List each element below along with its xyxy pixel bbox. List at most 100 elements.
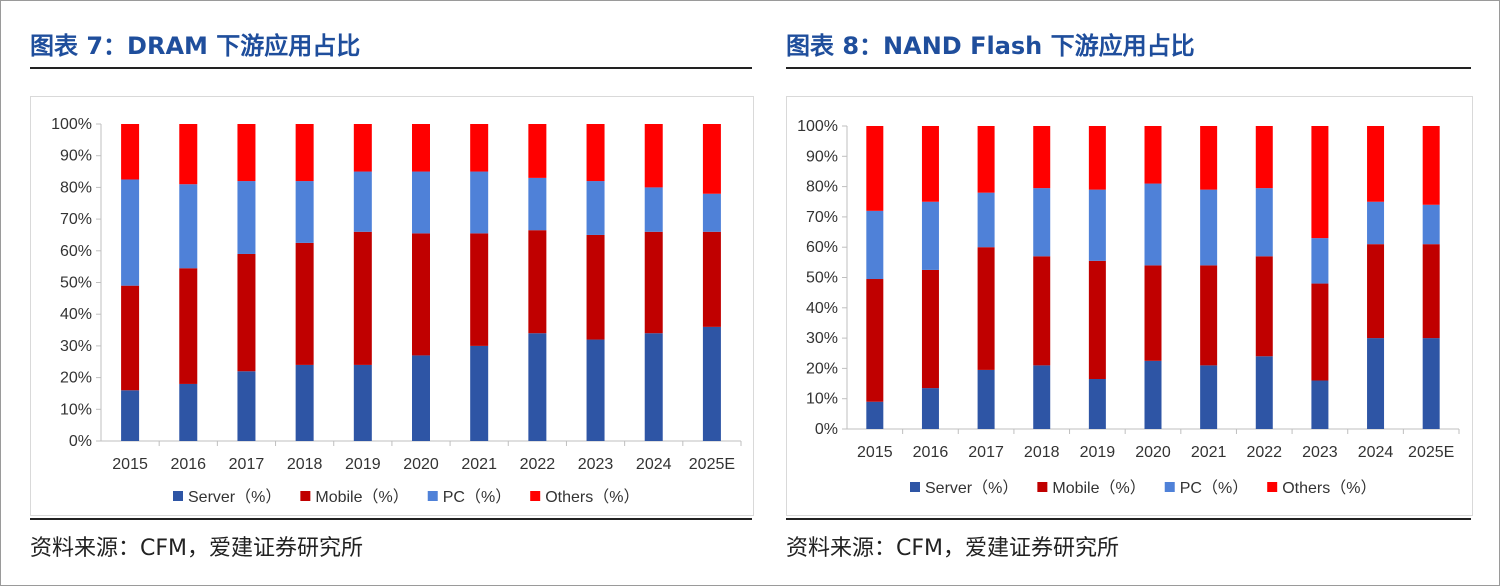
bar-others-2023 bbox=[586, 124, 605, 182]
bar-pc-2023 bbox=[586, 181, 605, 235]
title-rule bbox=[30, 67, 752, 69]
legend-swatch-server bbox=[910, 482, 920, 492]
bar-server-2017 bbox=[977, 369, 995, 429]
bar-pc-2019 bbox=[353, 171, 372, 232]
y-tick-label: 90% bbox=[60, 148, 92, 165]
y-tick-label: 30% bbox=[60, 338, 92, 355]
y-tick-label: 60% bbox=[806, 239, 838, 256]
bar-others-2021 bbox=[1200, 126, 1218, 190]
bar-server-2016 bbox=[179, 383, 198, 441]
y-tick-label: 80% bbox=[806, 179, 838, 196]
dram-figure-title: 图表 7：DRAM 下游应用占比 bbox=[30, 32, 361, 60]
bar-pc-2015 bbox=[121, 179, 140, 286]
x-tick-label: 2024 bbox=[1358, 444, 1394, 461]
bar-pc-2017 bbox=[237, 181, 256, 254]
bar-pc-2023 bbox=[1311, 238, 1329, 284]
bar-others-2023 bbox=[1311, 126, 1329, 239]
bar-server-2019 bbox=[1088, 379, 1106, 429]
bar-mobile-2018 bbox=[295, 242, 314, 365]
x-tick-label: 2020 bbox=[403, 456, 439, 473]
bar-mobile-2020 bbox=[1144, 265, 1162, 361]
dram-panel: 图表 7：DRAM 下游应用占比 0% 10% 20% 30% 40% 50% 60% 70%… bbox=[30, 0, 754, 586]
bar-mobile-2015 bbox=[866, 279, 884, 402]
bar-server-2018 bbox=[295, 364, 314, 441]
bar-mobile-2023 bbox=[1311, 283, 1329, 381]
x-tick-label: 2017 bbox=[968, 444, 1004, 461]
y-tick-label: 0% bbox=[815, 421, 838, 438]
bar-mobile-2021 bbox=[1200, 265, 1218, 366]
bar-mobile-2022 bbox=[1255, 256, 1273, 357]
bar-server-2024 bbox=[1367, 338, 1385, 429]
bar-server-2023 bbox=[586, 339, 605, 441]
bar-others-2025e bbox=[1422, 126, 1440, 205]
bar-pc-2025e bbox=[1422, 204, 1440, 245]
nand-chart-svg: 0% 10% 20% 30% 40% 50% 60% 70% 80% 90% 100% 2015 201… bbox=[797, 118, 1460, 497]
legend-swatch-server bbox=[173, 491, 183, 501]
legend-swatch-pc bbox=[427, 491, 438, 501]
dram-chart: 0% 10% 20% 30% 40% 50% 60% 70% 80% 90% 100% 2015 201… bbox=[30, 96, 754, 516]
bar-pc-2017 bbox=[977, 192, 995, 248]
bar-mobile-2019 bbox=[1088, 260, 1106, 380]
x-tick-label: 2022 bbox=[520, 456, 556, 473]
bar-server-2022 bbox=[528, 333, 547, 441]
y-tick-label: 20% bbox=[60, 370, 92, 387]
bar-pc-2019 bbox=[1088, 189, 1106, 261]
y-tick-label: 90% bbox=[806, 148, 838, 165]
x-tick-label: 2016 bbox=[170, 456, 206, 473]
bar-others-2018 bbox=[1033, 126, 1051, 189]
bar-server-2024 bbox=[644, 333, 663, 441]
legend-swatch-mobile bbox=[300, 491, 311, 501]
bar-pc-2024 bbox=[1367, 201, 1385, 245]
bar-others-2015 bbox=[121, 124, 140, 180]
bar-pc-2022 bbox=[1255, 188, 1273, 257]
bar-others-2020 bbox=[1144, 126, 1162, 184]
bar-server-2023 bbox=[1311, 380, 1329, 429]
y-tick-label: 100% bbox=[51, 116, 92, 133]
bar-pc-2021 bbox=[470, 171, 489, 234]
bar-mobile-2024 bbox=[1367, 244, 1385, 339]
bar-server-2020 bbox=[1144, 360, 1162, 429]
bar-mobile-2017 bbox=[237, 253, 256, 372]
bar-others-2022 bbox=[1255, 126, 1273, 189]
bar-pc-2020 bbox=[412, 171, 430, 234]
dram-chart-svg: 0% 10% 20% 30% 40% 50% 60% 70% 80% 90% 100% 2015 201… bbox=[51, 116, 742, 506]
y-tick-label: 100% bbox=[797, 118, 838, 135]
y-tick-label: 70% bbox=[60, 211, 92, 228]
bar-others-2024 bbox=[1367, 126, 1385, 202]
bar-server-2020 bbox=[412, 355, 430, 441]
x-tick-label: 2015 bbox=[112, 456, 148, 473]
x-tick-label: 2023 bbox=[1302, 444, 1338, 461]
bar-mobile-2022 bbox=[528, 230, 547, 334]
y-tick-label: 40% bbox=[806, 300, 838, 317]
x-tick-label: 2023 bbox=[578, 456, 614, 473]
bar-server-2025e bbox=[1422, 338, 1440, 429]
bar-pc-2020 bbox=[1144, 183, 1162, 266]
bar-mobile-2017 bbox=[977, 247, 995, 370]
bar-server-2019 bbox=[353, 364, 372, 441]
x-tick-label: 2015 bbox=[857, 444, 893, 461]
bar-server-2017 bbox=[237, 371, 256, 441]
nand-figure-title: 图表 8：NAND Flash 下游应用占比 bbox=[786, 32, 1195, 60]
bar-others-2015 bbox=[866, 126, 884, 211]
bar-mobile-2025e bbox=[1422, 244, 1440, 339]
bar-pc-2018 bbox=[295, 181, 314, 243]
legend-label-pc: PC（%） bbox=[443, 488, 511, 506]
y-tick-label: 50% bbox=[60, 275, 92, 292]
y-tick-label: 20% bbox=[806, 360, 838, 377]
bar-pc-2015 bbox=[866, 210, 884, 280]
bar-others-2024 bbox=[644, 124, 663, 188]
bar-pc-2018 bbox=[1033, 188, 1051, 257]
bar-mobile-2023 bbox=[586, 234, 605, 340]
x-tick-label: 2024 bbox=[636, 456, 672, 473]
y-tick-label: 80% bbox=[60, 179, 92, 196]
bar-others-2019 bbox=[1088, 126, 1106, 190]
bar-others-2019 bbox=[353, 124, 372, 172]
bar-others-2016 bbox=[921, 126, 939, 202]
legend-swatch-mobile bbox=[1037, 482, 1048, 492]
bar-pc-2024 bbox=[644, 187, 663, 232]
bar-others-2017 bbox=[977, 126, 995, 193]
bar-mobile-2020 bbox=[412, 233, 430, 356]
legend-swatch-others bbox=[530, 491, 541, 501]
bar-pc-2021 bbox=[1200, 189, 1218, 266]
x-tick-label: 2016 bbox=[913, 444, 949, 461]
